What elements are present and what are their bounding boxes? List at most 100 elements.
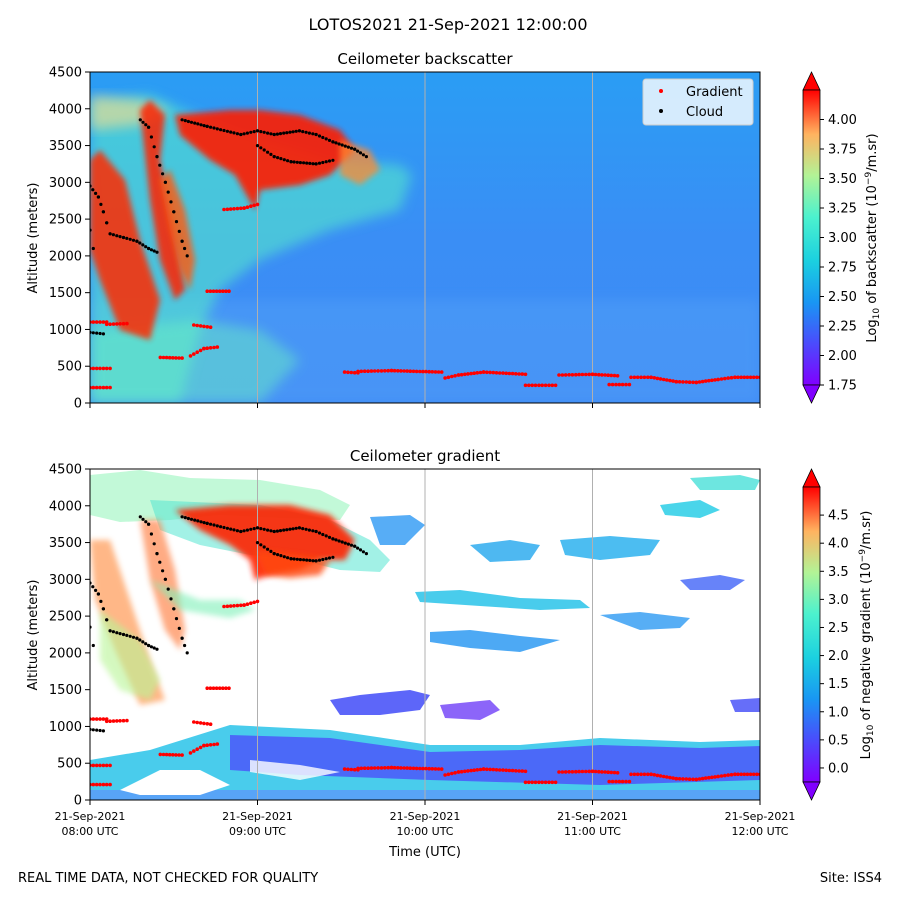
- gradient-marker: [612, 373, 617, 378]
- cloud-marker: [285, 131, 289, 135]
- x-tick-label-date: 21-Sep-2021: [222, 810, 293, 823]
- gradient-marker: [553, 780, 558, 785]
- colorbar-tick-label: 3.00: [828, 231, 857, 246]
- y-tick-label: 0: [74, 397, 82, 412]
- cloud-marker: [219, 128, 223, 132]
- cloud-marker: [282, 131, 286, 135]
- gradient-marker: [577, 372, 581, 377]
- gradient-x-axis: 21-Sep-2021 08:00 UTC 21-Sep-2021 09:00 UTC…: [55, 800, 796, 838]
- gradient-marker: [208, 686, 213, 690]
- gradient-marker: [642, 375, 647, 380]
- cloud-marker: [189, 517, 194, 521]
- gradient-marker: [627, 779, 632, 784]
- cloud-marker: [304, 130, 308, 134]
- gradient-marker: [736, 375, 740, 380]
- cloud-marker: [138, 118, 142, 122]
- gradient-marker: [723, 773, 727, 778]
- cb-bot-sub: 10: [866, 724, 876, 736]
- cloud-marker: [180, 515, 184, 519]
- cloud-marker: [149, 248, 153, 252]
- gradient-marker: [606, 373, 610, 378]
- cloud-marker: [302, 161, 306, 165]
- x-tick-label-date: 21-Sep-2021: [725, 810, 796, 823]
- gradient-marker: [639, 772, 643, 777]
- gradient-marker: [214, 289, 219, 294]
- cloud-marker: [331, 158, 335, 162]
- cloud-marker: [183, 246, 187, 251]
- y-tick-label: 2500: [49, 610, 82, 625]
- gradient-marker: [439, 767, 444, 771]
- gradient-marker: [481, 370, 486, 374]
- gradient-marker: [748, 772, 753, 777]
- colorbar-tick-label: 2.00: [828, 349, 857, 364]
- cloud-marker: [259, 543, 263, 547]
- gradient-marker: [174, 753, 178, 757]
- gradient-marker: [379, 369, 384, 373]
- gradient-marker: [488, 767, 492, 772]
- cloud-marker: [286, 159, 290, 163]
- cb-top-post: /m.sr): [865, 133, 880, 171]
- gradient-marker: [91, 782, 96, 787]
- gradient-marker: [192, 323, 196, 327]
- cloud-marker: [183, 643, 187, 648]
- cloud-marker: [324, 557, 328, 561]
- gradient-y-axis: 0 500 1000 1500 2000 2500 3000 3500 4000 4500: [49, 463, 90, 809]
- gradient-marker: [755, 772, 759, 777]
- x-tick-label-time: 10:00 UTC: [396, 825, 453, 838]
- gradient-marker: [174, 356, 178, 360]
- gradient-marker: [703, 776, 708, 780]
- cloud-marker: [219, 525, 223, 529]
- cloud-marker: [279, 554, 283, 558]
- gradient-marker: [481, 767, 486, 771]
- cb-top-mid: of backscatter (10: [865, 185, 880, 308]
- gradient-marker: [655, 773, 660, 778]
- gradient-marker: [418, 369, 422, 374]
- gradient-marker: [584, 372, 588, 377]
- gradient-marker: [574, 372, 578, 377]
- gradient-marker: [574, 769, 578, 774]
- gradient-marker: [205, 325, 210, 329]
- gradient-marker: [450, 374, 454, 379]
- cloud-marker: [294, 526, 298, 530]
- gradient-marker: [580, 769, 585, 774]
- gradient-marker: [125, 321, 129, 326]
- cloud-marker: [289, 557, 293, 561]
- gradient-marker: [563, 770, 568, 774]
- cloud-marker: [111, 630, 115, 634]
- gradient-marker: [101, 782, 106, 787]
- cloud-marker: [278, 132, 283, 136]
- cloud-marker: [304, 527, 308, 531]
- cloud-marker: [249, 130, 253, 134]
- cloud-marker: [141, 243, 145, 247]
- cloud-marker: [282, 555, 286, 559]
- gradient-marker: [557, 770, 561, 774]
- cloud-marker: [131, 238, 136, 242]
- x-tick-label-time: 11:00 UTC: [564, 825, 621, 838]
- gradient-marker: [205, 289, 209, 294]
- gradient-marker: [609, 373, 614, 378]
- gradient-marker: [593, 769, 598, 774]
- gradient-marker: [550, 383, 555, 388]
- cloud-marker: [91, 585, 95, 589]
- cloud-marker: [272, 155, 276, 159]
- gradient-marker: [606, 770, 610, 774]
- cloud-marker: [255, 129, 260, 133]
- gradient-marker: [629, 375, 633, 380]
- gradient-marker: [624, 382, 628, 387]
- cloud-marker: [147, 125, 151, 129]
- gradient-marker: [537, 383, 541, 388]
- gradient-marker: [485, 370, 489, 375]
- gradient-marker: [665, 378, 669, 382]
- cloud-marker: [311, 132, 315, 136]
- gradient-marker: [497, 768, 502, 772]
- figure-title: LOTOS2021 21-Sep-2021 12:00:00: [309, 15, 588, 34]
- cloud-marker: [308, 558, 312, 563]
- cloud-marker: [149, 532, 153, 536]
- gradient-marker: [697, 380, 702, 384]
- y-tick-label: 3500: [49, 536, 82, 551]
- gradient-marker: [372, 766, 377, 770]
- y-tick-label: 4500: [49, 66, 82, 81]
- gradient-marker: [195, 350, 199, 355]
- gradient-marker: [202, 721, 206, 726]
- cloud-marker: [101, 607, 105, 611]
